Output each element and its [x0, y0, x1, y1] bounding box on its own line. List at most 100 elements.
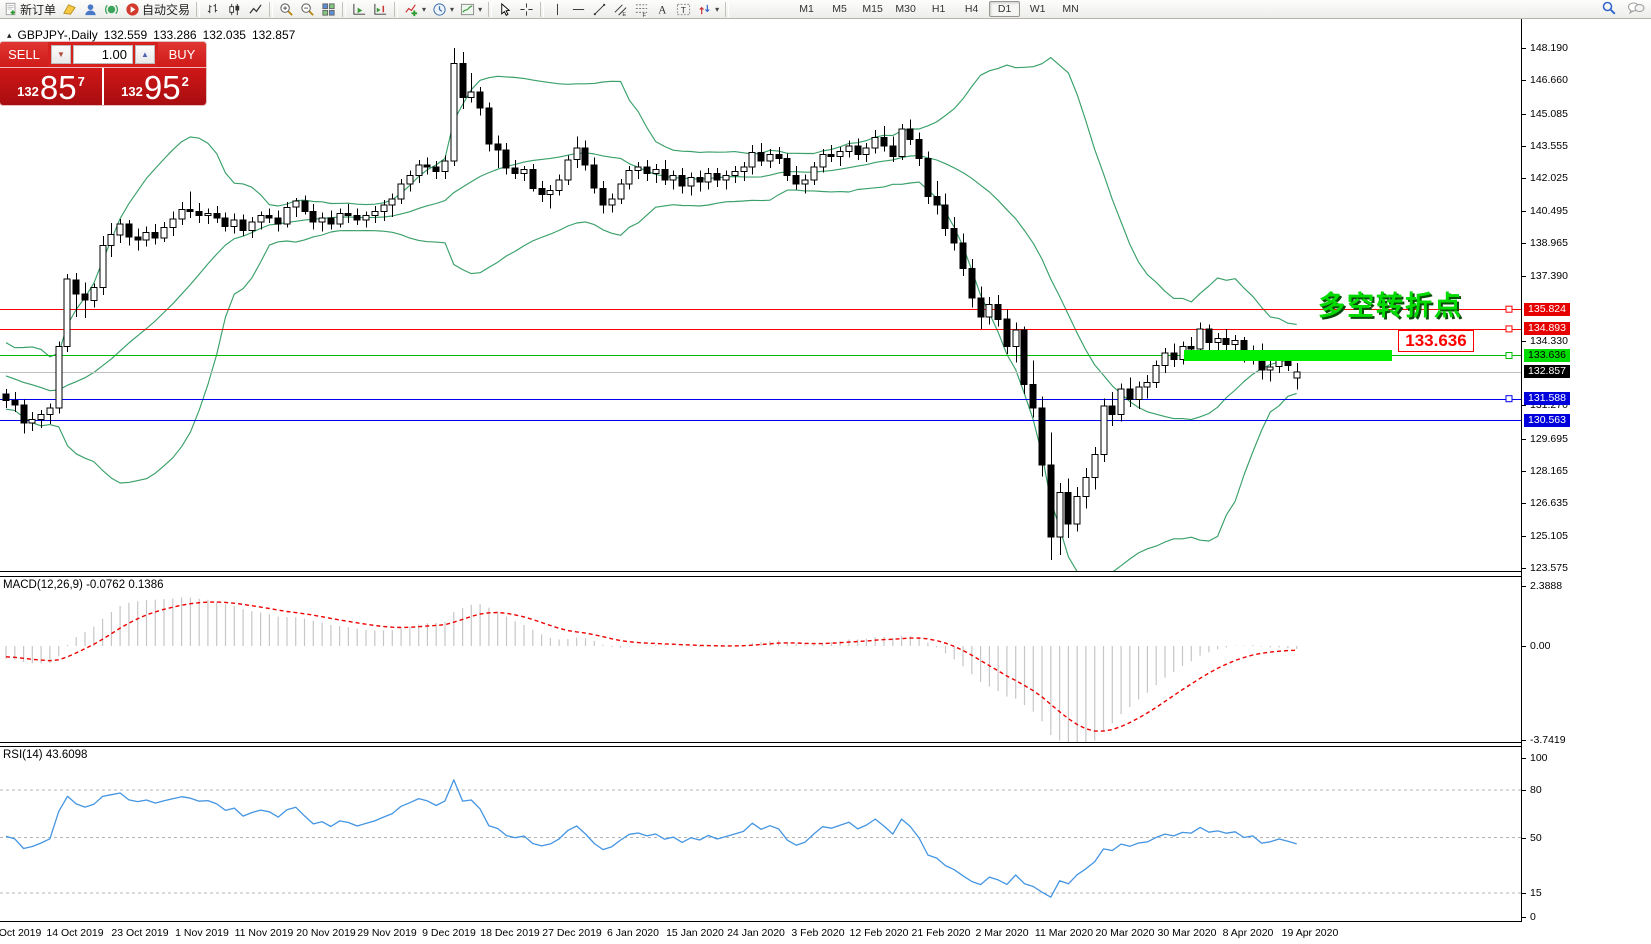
macd-indicator-panel[interactable]: [0, 577, 1521, 743]
candle-body: [186, 208, 194, 212]
zoom-out-button[interactable]: [297, 1, 318, 18]
auto-scroll-button[interactable]: [349, 1, 370, 18]
candle-body: [1012, 329, 1020, 348]
fibonacci-tool[interactable]: F: [631, 1, 652, 18]
candle-body: [880, 137, 888, 147]
price-tag[interactable]: 130.563: [1524, 413, 1570, 427]
horizontal-line-tool[interactable]: [568, 1, 589, 18]
candle-body: [318, 217, 326, 223]
autotrading-icon: [125, 2, 140, 17]
periods-button[interactable]: ▾: [429, 1, 457, 18]
panel-divider[interactable]: [0, 571, 1651, 577]
trendline-icon: [592, 2, 607, 17]
market-watch-button[interactable]: [101, 1, 122, 18]
chat-icon[interactable]: [1627, 1, 1645, 19]
buy-button[interactable]: BUY: [158, 42, 206, 67]
main-price-chart[interactable]: [0, 0, 1521, 572]
candle-body: [520, 168, 528, 175]
candle-body: [11, 400, 19, 406]
price-tag[interactable]: 134.893: [1524, 322, 1570, 336]
candle-body: [1108, 405, 1116, 415]
price-axis[interactable]: 148.190 146.660 145.085 143.555 142.025 140.4…: [1521, 0, 1651, 923]
toolbar-separator: [342, 1, 347, 17]
text-label-tool[interactable]: T: [673, 1, 694, 18]
timeframe-mn[interactable]: MN: [1062, 3, 1079, 15]
ask-price[interactable]: 132 95 2: [102, 68, 206, 105]
timeframe-m5[interactable]: M5: [832, 3, 847, 15]
candle-body: [845, 145, 853, 152]
date-label: 8 Apr 2020: [1222, 927, 1274, 939]
candle-body: [573, 147, 581, 161]
candle-body: [1135, 386, 1143, 400]
sell-button[interactable]: SELL: [0, 42, 48, 67]
rsi-indicator-panel[interactable]: [0, 747, 1521, 922]
panel-divider[interactable]: [0, 742, 1651, 747]
price-tag[interactable]: 133.636: [1524, 349, 1570, 362]
equidistant-channel-tool[interactable]: E: [610, 1, 631, 18]
price-tag[interactable]: 131.588: [1524, 392, 1570, 406]
line-handle[interactable]: [1505, 352, 1513, 359]
price-tag[interactable]: 135.824: [1524, 302, 1570, 316]
text-tool[interactable]: A: [652, 1, 673, 18]
candle-body: [160, 226, 168, 239]
cursor-button[interactable]: [495, 1, 516, 18]
new-chart-button[interactable]: [59, 1, 80, 18]
arrows-icon: [697, 2, 712, 17]
timeframe-w1[interactable]: W1: [1029, 3, 1046, 15]
timeframe-h1[interactable]: H1: [931, 3, 946, 15]
candle-body: [239, 219, 247, 232]
arrows-tool[interactable]: ▾: [694, 1, 722, 18]
support-highlight-bar[interactable]: [1184, 350, 1392, 361]
candle-body: [125, 223, 133, 238]
timeframe-m30[interactable]: M30: [895, 3, 916, 15]
candlestick-chart-button[interactable]: [224, 1, 245, 18]
volume-decrease-button[interactable]: ▼: [51, 45, 71, 64]
candle-body: [617, 183, 625, 200]
trendline-tool[interactable]: [589, 1, 610, 18]
candle-body: [81, 293, 89, 301]
templates-button[interactable]: ▾: [457, 1, 485, 18]
new-order-button[interactable]: 新订单: [1, 1, 59, 18]
line-handle[interactable]: [1505, 325, 1513, 333]
volume-input[interactable]: 1.00: [73, 45, 133, 64]
candle-body: [432, 166, 440, 172]
crosshair-button[interactable]: [516, 1, 537, 18]
vertical-line-icon: [550, 2, 565, 17]
line-chart-button[interactable]: [245, 1, 266, 18]
candle-body: [344, 213, 352, 217]
timeframe-m15[interactable]: M15: [862, 3, 883, 15]
candle-body: [827, 154, 835, 158]
vertical-line-tool[interactable]: [547, 1, 568, 18]
candle-body: [1222, 337, 1230, 346]
search-icon[interactable]: [1601, 0, 1617, 19]
chart-shift-button[interactable]: [370, 1, 391, 18]
zoom-in-button[interactable]: [276, 1, 297, 18]
price-level-label[interactable]: 133.636: [1398, 330, 1474, 352]
line-handle[interactable]: [1505, 305, 1513, 313]
candle-body: [722, 175, 730, 181]
one-click-toggle-icon[interactable]: ▴: [7, 29, 12, 40]
indicators-button[interactable]: ▾: [401, 1, 429, 18]
timeframe-m1[interactable]: M1: [799, 3, 814, 15]
candle-body: [783, 158, 791, 177]
candle-body: [599, 187, 607, 206]
candle-body: [99, 244, 107, 289]
timeframe-h4[interactable]: H4: [964, 3, 979, 15]
autotrading-button[interactable]: 自动交易: [122, 1, 193, 18]
tile-windows-button[interactable]: [318, 1, 339, 18]
volume-increase-button[interactable]: ▲: [135, 45, 155, 64]
candle-body: [178, 208, 186, 220]
candle-body: [63, 278, 71, 348]
date-axis[interactable]: Oct 2019 14 Oct 2019 23 Oct 2019 1 Nov 2019…: [0, 922, 1651, 944]
date-label: 20 Mar 2020: [1095, 927, 1155, 939]
candle-body: [265, 215, 273, 219]
bid-price[interactable]: 132 85 7: [0, 68, 102, 105]
profiles-button[interactable]: [80, 1, 101, 18]
timeframe-d1[interactable]: D1: [989, 1, 1021, 17]
turning-point-annotation[interactable]: 多空转折点: [1318, 291, 1463, 321]
candle-body: [494, 143, 502, 151]
macd-value: -0.0762: [86, 579, 126, 591]
candle-body: [151, 232, 159, 239]
bar-chart-button[interactable]: [203, 1, 224, 18]
line-handle[interactable]: [1505, 395, 1513, 403]
